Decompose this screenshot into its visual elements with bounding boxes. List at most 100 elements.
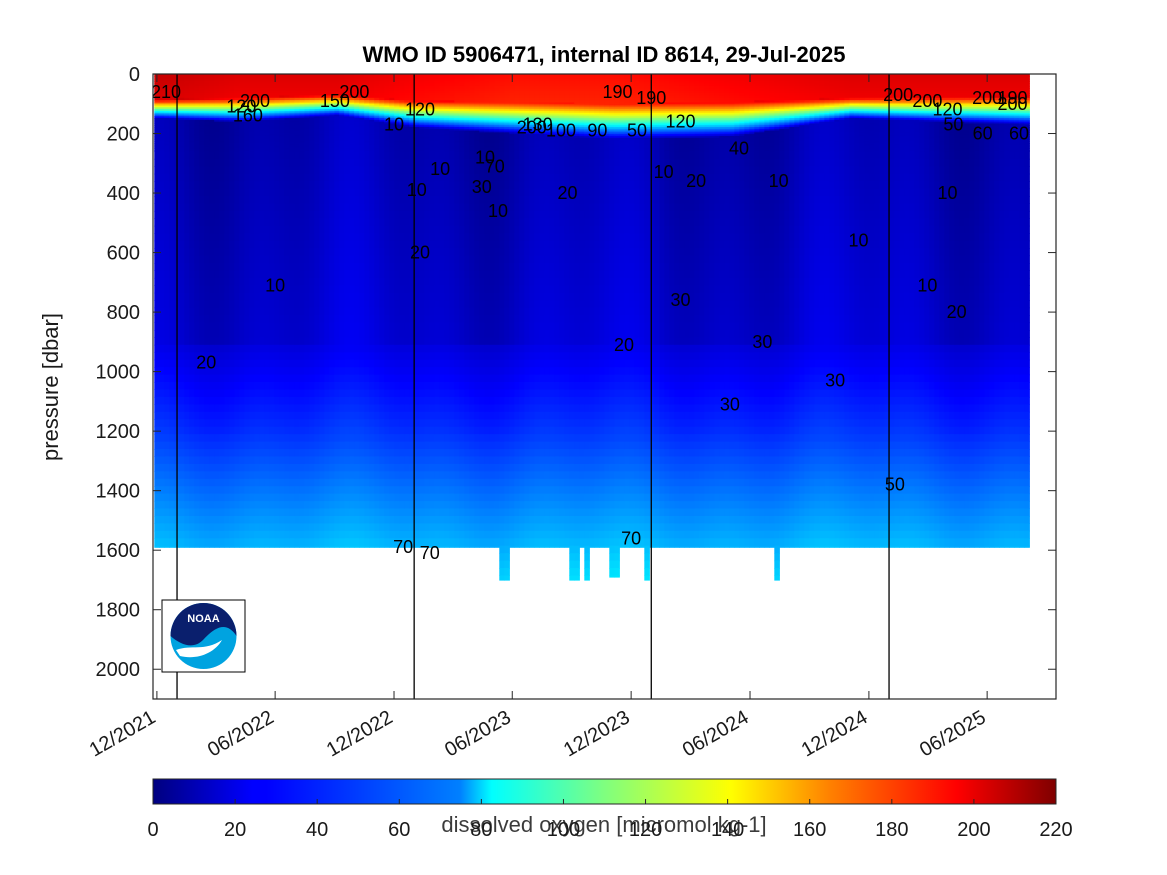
oxygen-cell (384, 135, 390, 139)
oxygen-cell (324, 255, 330, 264)
oxygen-cell (304, 337, 310, 346)
oxygen-cell (234, 119, 240, 123)
oxygen-cell (284, 516, 290, 524)
oxygen-cell (274, 419, 280, 428)
oxygen-cell (384, 102, 390, 105)
oxygen-cell (214, 322, 220, 331)
oxygen-cell (289, 107, 295, 110)
oxygen-cell (319, 523, 325, 532)
oxygen-cell (154, 501, 160, 510)
oxygen-cell (324, 441, 330, 450)
oxygen-cell (294, 210, 300, 219)
oxygen-cell (369, 150, 375, 152)
oxygen-cell (414, 367, 420, 376)
oxygen-cell (249, 411, 255, 420)
oxygen-cell (324, 404, 330, 413)
oxygen-cell (399, 166, 405, 175)
oxygen-cell (339, 88, 345, 92)
oxygen-cell (289, 76, 295, 80)
oxygen-cell (289, 449, 295, 457)
oxygen-cell (364, 116, 370, 119)
oxygen-cell (339, 285, 345, 294)
oxygen-cell (419, 95, 425, 99)
oxygen-cell (189, 109, 195, 112)
oxygen-cell (169, 203, 175, 212)
oxygen-cell (254, 471, 260, 480)
oxygen-cell (209, 292, 215, 301)
oxygen-cell (179, 389, 185, 398)
oxygen-cell (199, 88, 205, 92)
oxygen-cell (229, 81, 235, 85)
oxygen-cell (314, 103, 320, 107)
oxygen-cell (364, 307, 370, 316)
oxygen-cell (299, 196, 305, 204)
oxygen-cell (244, 151, 250, 160)
oxygen-cell (164, 97, 170, 101)
oxygen-cell (314, 471, 320, 480)
oxygen-cell (244, 112, 250, 116)
oxygen-cell (274, 218, 280, 227)
oxygen-cell (184, 144, 190, 148)
oxygen-cell (369, 74, 375, 77)
oxygen-cell (159, 456, 165, 465)
oxygen-cell (304, 134, 310, 137)
oxygen-cell (319, 128, 325, 132)
oxygen-cell (414, 292, 420, 301)
oxygen-cell (154, 146, 160, 149)
oxygen-cell (259, 225, 265, 234)
oxygen-cell (219, 225, 225, 234)
oxygen-cell (179, 144, 185, 148)
oxygen-cell (194, 76, 200, 80)
oxygen-cell (224, 181, 230, 190)
oxygen-cell (399, 501, 405, 510)
oxygen-cell (374, 292, 380, 301)
oxygen-cell (399, 270, 405, 279)
oxygen-cell (164, 225, 170, 234)
oxygen-cell (289, 203, 295, 212)
oxygen-cell (199, 411, 205, 420)
oxygen-cell (164, 248, 170, 257)
oxygen-cell (234, 103, 240, 107)
oxygen-cell (414, 344, 420, 353)
oxygen-cell (329, 277, 335, 286)
oxygen-cell (339, 137, 345, 141)
oxygen-cell (194, 173, 200, 182)
oxygen-cell (199, 263, 205, 271)
oxygen-cell (349, 404, 355, 413)
oxygen-cell (389, 277, 395, 286)
oxygen-cell (409, 456, 415, 465)
oxygen-cell (279, 125, 285, 128)
oxygen-cell (304, 100, 310, 104)
oxygen-cell (359, 493, 365, 502)
oxygen-cell (324, 538, 330, 547)
oxygen-cell (344, 97, 350, 101)
oxygen-cell (379, 382, 385, 390)
oxygen-cell (159, 352, 165, 361)
oxygen-cell (224, 130, 230, 133)
oxygen-cell (379, 449, 385, 457)
oxygen-cell (194, 121, 200, 124)
oxygen-cell (374, 389, 380, 398)
oxygen-cell (179, 367, 185, 376)
oxygen-cell (284, 143, 290, 146)
oxygen-cell (274, 300, 280, 309)
oxygen-cell (154, 322, 160, 331)
oxygen-cell (279, 486, 285, 495)
oxygen-cell (379, 103, 385, 107)
oxygen-cell (399, 110, 405, 114)
oxygen-cell (354, 116, 360, 119)
oxygen-cell (254, 240, 260, 249)
oxygen-cell (179, 501, 185, 510)
oxygen-cell (384, 97, 390, 101)
oxygen-cell (274, 148, 280, 151)
oxygen-cell (249, 88, 255, 92)
oxygen-cell (354, 411, 360, 420)
oxygen-cell (204, 456, 210, 465)
oxygen-cell (254, 300, 260, 309)
oxygen-cell (369, 493, 375, 502)
oxygen-cell (379, 110, 385, 114)
oxygen-cell (374, 85, 380, 89)
oxygen-cell (274, 441, 280, 450)
oxygen-cell (389, 97, 395, 101)
oxygen-cell (244, 255, 250, 264)
